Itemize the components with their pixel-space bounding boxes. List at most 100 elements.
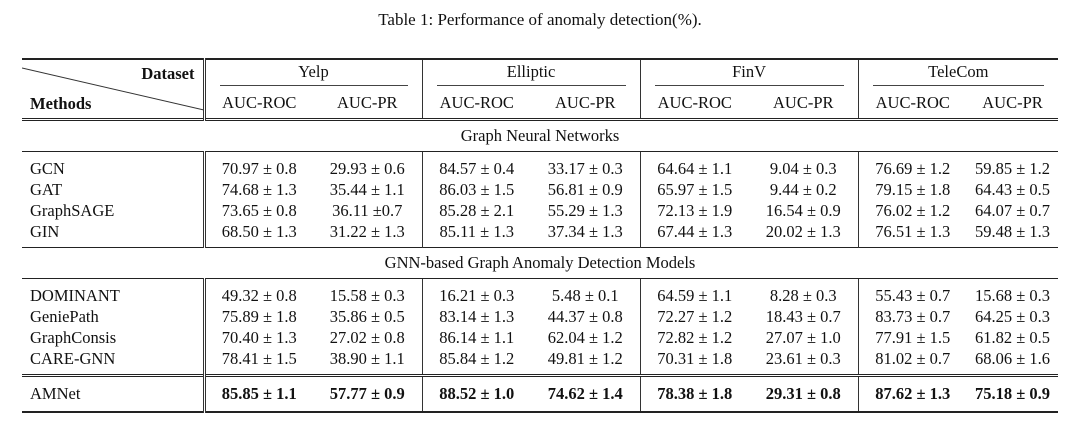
method-name: GraphSAGE	[30, 200, 115, 220]
table-row-best: AMNet 85.85 ± 1.1 57.77 ± 0.9 88.52 ± 1.…	[22, 374, 1059, 413]
value-cell: 78.41 ± 1.5	[202, 348, 313, 376]
value-cell: 5.48 ± 0.1	[531, 278, 641, 306]
value-cell: 68.50 ± 1.3	[202, 221, 313, 248]
value-cell: 88.52 ± 1.0	[421, 374, 532, 413]
value-cell: 72.82 ± 1.2	[639, 327, 750, 348]
value-cell: 15.68 ± 0.3	[967, 278, 1059, 306]
value-cell: 72.27 ± 1.2	[639, 306, 750, 327]
value-cell: 64.07 ± 0.7	[975, 200, 1051, 220]
method-name: DOMINANT	[22, 278, 204, 306]
value-cell: 70.40 ± 1.3	[202, 327, 313, 348]
value-cell: 70.31 ± 1.8	[639, 348, 750, 376]
value-cell: 86.14 ± 1.1	[421, 327, 532, 348]
corner-header-cell: Dataset Methods	[22, 58, 204, 120]
value-cell: 64.64 ± 1.1	[639, 151, 750, 179]
value-cell: 74.68 ± 1.3	[202, 179, 313, 200]
value-cell: 64.25 ± 0.3	[975, 306, 1051, 326]
dataset-header-row: Dataset Methods Yelp Elliptic FinV TeleC…	[22, 58, 1059, 120]
value-cell: 79.15 ± 1.8	[857, 179, 968, 200]
value-cell: 44.37 ± 0.8	[547, 306, 623, 326]
value-cell: 86.03 ± 1.5	[421, 179, 532, 200]
method-name: CARE-GNN	[30, 348, 116, 368]
value-cell: 20.02 ± 1.3	[765, 221, 841, 241]
value-cell: 29.93 ± 0.6	[313, 151, 423, 179]
metric-header: AUC-PR	[773, 93, 834, 112]
value-cell: 35.86 ± 0.5	[329, 306, 405, 326]
value-cell: 76.02 ± 1.2	[857, 200, 968, 221]
value-cell: 62.04 ± 1.2	[547, 327, 623, 347]
metric-header: AUC-PR	[982, 93, 1043, 112]
corner-diagonal	[22, 67, 204, 111]
value-cell: 16.21 ± 0.3	[421, 278, 532, 306]
metric-header: AUC-ROC	[202, 88, 313, 120]
table-row: GIN 68.50 ± 1.3 31.22 ± 1.3 85.11 ± 1.3 …	[22, 221, 1058, 248]
method-name: GraphConsis	[30, 327, 117, 347]
value-cell: 18.43 ± 0.7	[765, 306, 841, 326]
table-row: CARE-GNN 78.41 ± 1.5 38.90 ± 1.1 85.84 ±…	[22, 348, 1058, 376]
section-title-row: GNN-based Graph Anomaly Detection Models	[22, 247, 1059, 279]
value-cell: 64.59 ± 1.1	[639, 278, 750, 306]
value-cell: 84.57 ± 0.4	[421, 151, 532, 179]
value-cell: 75.18 ± 0.9	[967, 374, 1059, 413]
value-cell: 9.04 ± 0.3	[749, 151, 859, 179]
metric-header: AUC-ROC	[639, 88, 750, 120]
table-row: DOMINANT 49.32 ± 0.8 15.58 ± 0.3 16.21 ±…	[22, 278, 1059, 306]
value-cell: 33.17 ± 0.3	[531, 151, 641, 179]
value-cell: 87.62 ± 1.3	[857, 374, 968, 413]
table-row: GraphSAGE 73.65 ± 0.8 36.11 ±0.7 85.28 ±…	[22, 200, 1058, 221]
value-cell: 76.51 ± 1.3	[857, 221, 968, 248]
value-cell: 59.48 ± 1.3	[975, 221, 1051, 241]
value-cell: 67.44 ± 1.3	[639, 221, 750, 248]
metric-header: AUC-PR	[555, 93, 616, 112]
value-cell: 78.38 ± 1.8	[639, 374, 750, 413]
value-cell: 73.65 ± 0.8	[202, 200, 313, 221]
table-row: GCN 70.97 ± 0.8 29.93 ± 0.6 84.57 ± 0.4 …	[22, 151, 1059, 179]
value-cell: 65.97 ± 1.5	[639, 179, 750, 200]
value-cell: 85.85 ± 1.1	[202, 374, 313, 413]
table-row: GAT 74.68 ± 1.3 35.44 ± 1.1 86.03 ± 1.5 …	[22, 179, 1058, 200]
value-cell: 15.58 ± 0.3	[313, 278, 423, 306]
section-title-gnn: Graph Neural Networks	[22, 118, 1059, 152]
value-cell: 57.77 ± 0.9	[313, 374, 423, 413]
table-row: GraphConsis 70.40 ± 1.3 27.02 ± 0.8 86.1…	[22, 327, 1058, 348]
metric-header: AUC-ROC	[421, 88, 532, 120]
value-cell: 70.97 ± 0.8	[202, 151, 313, 179]
methods-label: Methods	[30, 94, 92, 113]
value-cell: 23.61 ± 0.3	[765, 348, 841, 368]
results-table: Dataset Methods Yelp Elliptic FinV TeleC…	[22, 58, 1059, 413]
dataset-telecom: TeleCom	[857, 58, 1059, 88]
value-cell: 77.91 ± 1.5	[857, 327, 968, 348]
dataset-elliptic: Elliptic	[421, 58, 641, 88]
value-cell: 81.02 ± 0.7	[857, 348, 968, 376]
value-cell: 75.89 ± 1.8	[202, 306, 313, 327]
dataset-finv: FinV	[639, 58, 859, 88]
value-cell: 55.29 ± 1.3	[547, 200, 623, 220]
method-name: GIN	[30, 221, 60, 241]
value-cell: 59.85 ± 1.2	[967, 151, 1059, 179]
value-cell: 49.81 ± 1.2	[547, 348, 623, 368]
value-cell: 16.54 ± 0.9	[765, 200, 841, 220]
metric-header: AUC-PR	[337, 93, 398, 112]
value-cell: 83.14 ± 1.3	[421, 306, 532, 327]
value-cell: 27.07 ± 1.0	[765, 327, 841, 347]
method-name: GAT	[30, 179, 63, 199]
dataset-yelp: Yelp	[202, 58, 423, 88]
metric-header-row: AUC-ROC AUC-PR AUC-ROC AUC-PR AUC-ROC AU…	[22, 88, 1058, 120]
value-cell: 29.31 ± 0.8	[749, 374, 859, 413]
value-cell: 72.13 ± 1.9	[639, 200, 750, 221]
metric-header: AUC-ROC	[857, 88, 968, 120]
method-name: AMNet	[22, 374, 204, 413]
value-cell: 35.44 ± 1.1	[329, 179, 405, 199]
value-cell: 27.02 ± 0.8	[329, 327, 405, 347]
section-title-row: Graph Neural Networks	[22, 118, 1059, 152]
table-caption: Table 1: Performance of anomaly detectio…	[378, 10, 702, 29]
value-cell: 37.34 ± 1.3	[547, 221, 623, 241]
value-cell: 74.62 ± 1.4	[531, 374, 641, 413]
method-name: GeniePath	[30, 306, 99, 326]
method-name: GCN	[22, 151, 204, 179]
value-cell: 83.73 ± 0.7	[857, 306, 968, 327]
section-title-gad: GNN-based Graph Anomaly Detection Models	[22, 247, 1059, 279]
value-cell: 55.43 ± 0.7	[857, 278, 968, 306]
value-cell: 8.28 ± 0.3	[749, 278, 859, 306]
value-cell: 64.43 ± 0.5	[975, 179, 1051, 199]
